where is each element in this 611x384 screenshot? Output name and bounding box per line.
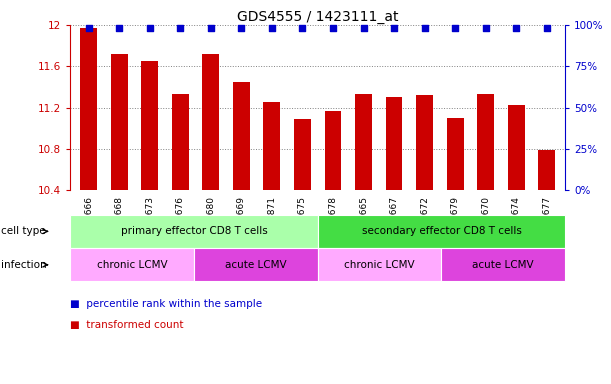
Point xyxy=(359,25,368,31)
Text: chronic LCMV: chronic LCMV xyxy=(97,260,167,270)
Bar xyxy=(447,118,464,384)
Bar xyxy=(294,119,311,384)
Bar xyxy=(386,97,403,384)
Point xyxy=(511,25,521,31)
Text: chronic LCMV: chronic LCMV xyxy=(344,260,415,270)
Text: cell type: cell type xyxy=(1,226,46,237)
Bar xyxy=(416,95,433,384)
Text: acute LCMV: acute LCMV xyxy=(472,260,534,270)
Point xyxy=(420,25,430,31)
Bar xyxy=(263,103,280,384)
Bar xyxy=(80,28,97,384)
Point xyxy=(481,25,491,31)
Point xyxy=(145,25,155,31)
Bar xyxy=(111,54,128,384)
Point xyxy=(114,25,124,31)
Point xyxy=(84,25,93,31)
Bar xyxy=(172,94,189,384)
Text: infection: infection xyxy=(1,260,47,270)
Text: secondary effector CD8 T cells: secondary effector CD8 T cells xyxy=(362,226,521,237)
Bar xyxy=(508,106,525,384)
Text: primary effector CD8 T cells: primary effector CD8 T cells xyxy=(120,226,268,237)
Point xyxy=(206,25,216,31)
Point xyxy=(236,25,246,31)
Point xyxy=(267,25,277,31)
Point xyxy=(175,25,185,31)
Point xyxy=(542,25,552,31)
Text: GDS4555 / 1423111_at: GDS4555 / 1423111_at xyxy=(237,10,398,23)
Bar xyxy=(141,61,158,384)
Bar xyxy=(324,111,342,384)
Text: acute LCMV: acute LCMV xyxy=(225,260,287,270)
Point xyxy=(298,25,307,31)
Point xyxy=(328,25,338,31)
Text: ■  percentile rank within the sample: ■ percentile rank within the sample xyxy=(70,299,262,309)
Point xyxy=(389,25,399,31)
Point xyxy=(450,25,460,31)
Bar xyxy=(538,150,555,384)
Bar xyxy=(202,54,219,384)
Bar xyxy=(355,94,372,384)
Bar xyxy=(477,94,494,384)
Bar xyxy=(233,82,250,384)
Text: ■  transformed count: ■ transformed count xyxy=(70,320,184,330)
